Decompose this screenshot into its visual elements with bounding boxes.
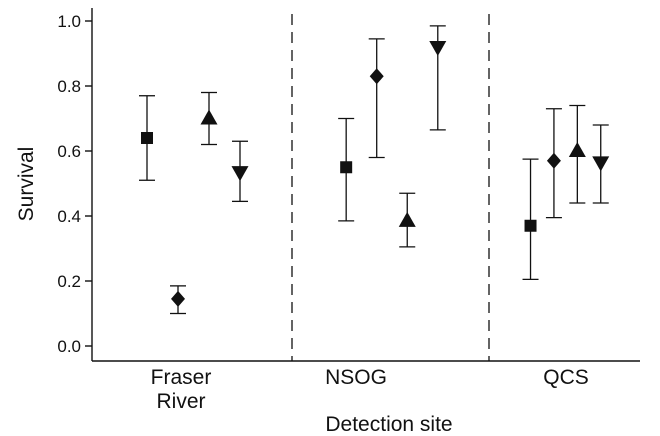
y-tick-label: 0.8 [57,77,81,96]
square-marker [524,219,537,232]
diamond-marker [546,152,561,169]
x-category-label: QCS [543,366,589,389]
data-point-square-1 [338,117,355,222]
axes [91,8,640,362]
diamond-marker [171,290,185,307]
data-point-triangle-down-1 [429,25,447,131]
y-axis-title: Survival [15,147,38,222]
y-tick-label: 0.6 [57,142,81,161]
data-point-triangle-up-0 [200,91,218,146]
data-point-triangle-down-0 [231,140,249,203]
y-tick-label: 0.0 [57,337,81,356]
site-separators [291,14,490,361]
x-category-label: Fraser [151,366,212,389]
triangle-up-marker [568,142,586,157]
triangle-down-marker [429,41,447,56]
data-point-diamond-2 [545,108,562,219]
data-points [139,25,610,315]
square-marker [141,132,153,144]
y-tick-label: 0.2 [57,272,81,291]
triangle-down-marker [592,156,610,172]
triangle-up-marker [200,109,218,125]
x-category-label: NSOG [325,366,387,389]
y-ticks: 0.0 0.2 0.4 0.6 0.8 1.0 [57,12,92,356]
triangle-down-marker [231,166,249,182]
y-tick-label: 1.0 [57,12,81,31]
data-point-square-0 [139,95,155,181]
diamond-marker [369,68,384,85]
x-axis-title: Detection site [325,413,452,436]
data-point-triangle-up-2 [568,104,586,204]
data-point-triangle-down-2 [592,124,610,204]
square-marker [340,161,353,174]
data-point-triangle-up-1 [398,192,416,248]
data-point-diamond-1 [368,38,385,159]
data-point-square-2 [522,158,539,281]
x-category-label: River [156,390,205,413]
triangle-up-marker [398,211,416,227]
y-tick-label: 0.4 [57,207,81,226]
data-point-diamond-0 [170,285,186,315]
